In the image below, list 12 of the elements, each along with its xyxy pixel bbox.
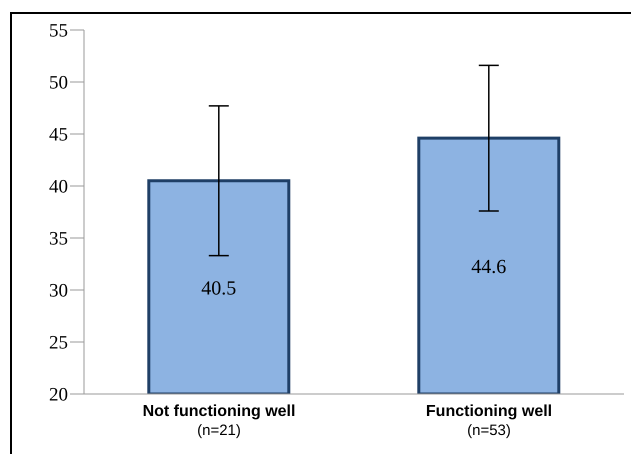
y-tick-label: 40 [49,176,68,198]
x-tick-label: Not functioning well (n=21) [142,403,296,439]
y-tick-label: 20 [49,384,68,406]
data-label: 40.5 [201,278,236,300]
y-tick-label: 45 [49,124,68,146]
y-tick-label: 35 [49,228,68,250]
x-tick-label: Functioning well (n=53) [426,403,552,439]
y-tick-label: 30 [49,280,68,302]
y-tick-label: 25 [49,332,68,354]
y-tick-label: 55 [49,20,68,42]
y-tick-label: 50 [49,72,68,94]
data-label: 44.6 [471,256,506,278]
